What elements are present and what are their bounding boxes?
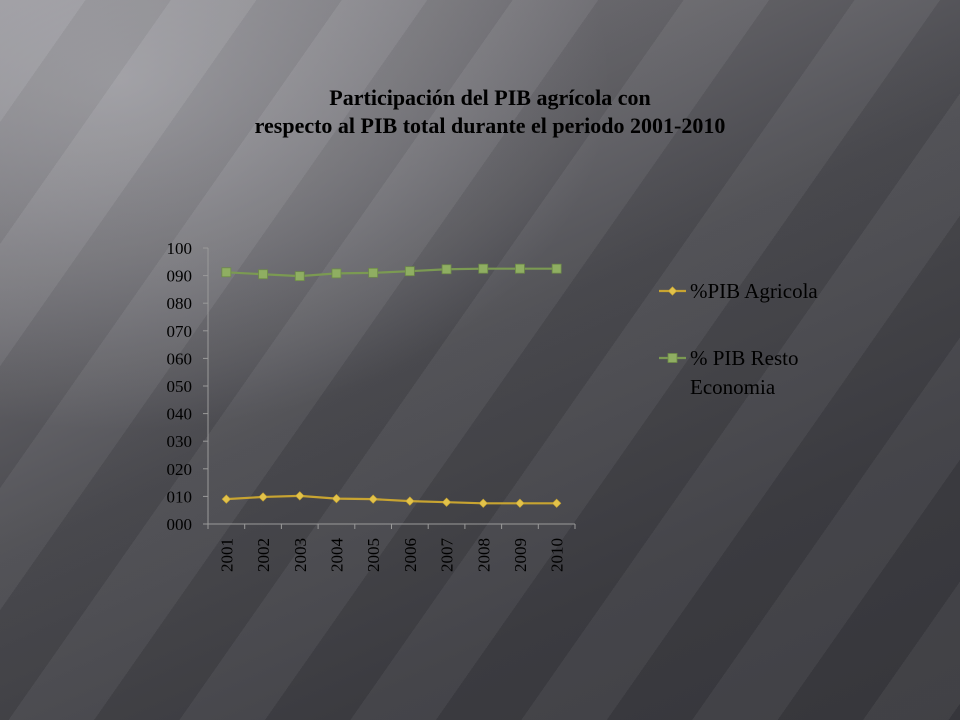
data-point — [331, 493, 342, 504]
y-tick-label: 040 — [167, 405, 193, 424]
x-tick-label: 2003 — [291, 538, 310, 572]
y-tick-label: 100 — [167, 239, 193, 258]
chart-legend: %PIB Agricola % PIB Resto Economia — [659, 279, 818, 399]
y-tick-label: 050 — [167, 377, 193, 396]
data-point — [441, 497, 452, 507]
legend-label: %PIB Agricola — [690, 279, 818, 303]
legend-marker — [667, 353, 678, 363]
data-point — [478, 498, 488, 508]
legend-label: Economia — [690, 375, 776, 399]
series-line — [226, 494, 557, 505]
data-point — [405, 496, 415, 506]
legend-item-0: %PIB Agricola — [659, 279, 818, 303]
legend-marker — [667, 286, 678, 296]
data-point — [295, 491, 305, 501]
data-point — [368, 267, 379, 278]
y-tick-label: 010 — [167, 487, 193, 506]
data-point — [368, 494, 378, 504]
data-point — [258, 492, 268, 502]
y-tick-label: 060 — [167, 349, 193, 368]
data-point — [552, 498, 562, 508]
data-point — [221, 267, 232, 278]
data-point — [404, 266, 415, 277]
data-point — [294, 271, 305, 282]
x-tick-label: 2010 — [548, 538, 567, 572]
x-tick-label: 2007 — [438, 538, 457, 573]
y-tick-label: 020 — [167, 460, 193, 479]
chart-series — [221, 263, 562, 508]
x-tick-label: 2002 — [254, 538, 273, 572]
legend-label: % PIB Resto — [690, 346, 799, 370]
data-point — [478, 263, 489, 274]
chart-title-line-1: Participación del PIB agrícola con — [329, 85, 651, 110]
x-tick-label: 2006 — [401, 538, 420, 572]
data-point — [515, 498, 525, 508]
y-tick-label: 030 — [167, 432, 193, 451]
data-point — [515, 263, 525, 274]
series-0 — [221, 491, 562, 508]
x-tick-label: 2004 — [327, 538, 346, 573]
chart-axes: 000 010 020 030 040 050 060 070 080 090 100 2001 200… — [167, 239, 576, 572]
y-tick-label: 000 — [167, 515, 193, 534]
y-tick-label: 070 — [167, 322, 193, 341]
data-point — [258, 269, 268, 280]
chart-title-line-2: respecto al PIB total durante el periodo… — [254, 113, 726, 138]
x-tick-label: 2009 — [511, 538, 530, 572]
y-tick-label: 080 — [167, 294, 193, 313]
legend-item-1: % PIB Resto Economia — [659, 346, 799, 399]
series-1 — [221, 263, 562, 282]
chart-title: Participación del PIB agrícola con respe… — [120, 84, 860, 140]
x-tick-label: 2008 — [474, 538, 493, 572]
x-tick-label: 2005 — [364, 538, 383, 572]
data-point — [221, 494, 231, 504]
data-point — [331, 268, 342, 279]
data-point — [441, 264, 452, 275]
series-line — [226, 267, 557, 278]
data-point — [551, 263, 562, 274]
y-tick-label: 090 — [167, 267, 193, 286]
x-tick-label: 2001 — [217, 538, 236, 572]
